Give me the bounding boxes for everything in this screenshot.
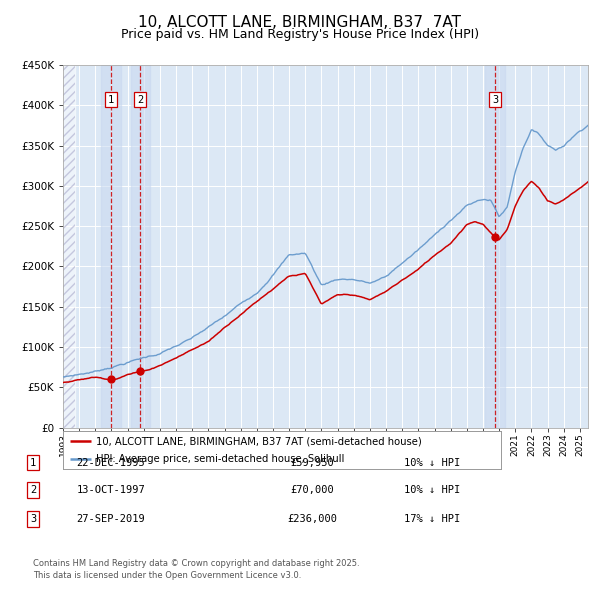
Text: £59,950: £59,950	[290, 458, 334, 467]
Text: £236,000: £236,000	[287, 514, 337, 523]
Text: 10% ↓ HPI: 10% ↓ HPI	[404, 458, 460, 467]
Text: 10, ALCOTT LANE, BIRMINGHAM, B37  7AT: 10, ALCOTT LANE, BIRMINGHAM, B37 7AT	[139, 15, 461, 30]
Text: Price paid vs. HM Land Registry's House Price Index (HPI): Price paid vs. HM Land Registry's House …	[121, 28, 479, 41]
Bar	[63, 65, 75, 428]
Text: £70,000: £70,000	[290, 486, 334, 495]
Bar	[101, 65, 121, 428]
Bar	[131, 65, 150, 428]
Text: 27-SEP-2019: 27-SEP-2019	[77, 514, 145, 523]
Text: 10, ALCOTT LANE, BIRMINGHAM, B37 7AT (semi-detached house): 10, ALCOTT LANE, BIRMINGHAM, B37 7AT (se…	[96, 437, 422, 447]
Text: Contains HM Land Registry data © Crown copyright and database right 2025.
This d: Contains HM Land Registry data © Crown c…	[33, 559, 359, 580]
Bar	[63, 65, 75, 428]
Bar	[485, 65, 505, 428]
Text: 10% ↓ HPI: 10% ↓ HPI	[404, 486, 460, 495]
Text: 3: 3	[30, 514, 36, 523]
Text: 1: 1	[30, 458, 36, 467]
Text: 2: 2	[137, 94, 143, 104]
Text: 17% ↓ HPI: 17% ↓ HPI	[404, 514, 460, 523]
Text: HPI: Average price, semi-detached house, Solihull: HPI: Average price, semi-detached house,…	[96, 454, 344, 464]
Text: 22-DEC-1995: 22-DEC-1995	[77, 458, 145, 467]
Text: 13-OCT-1997: 13-OCT-1997	[77, 486, 145, 495]
Text: 3: 3	[492, 94, 498, 104]
Text: 1: 1	[108, 94, 114, 104]
Text: 2: 2	[30, 486, 36, 495]
